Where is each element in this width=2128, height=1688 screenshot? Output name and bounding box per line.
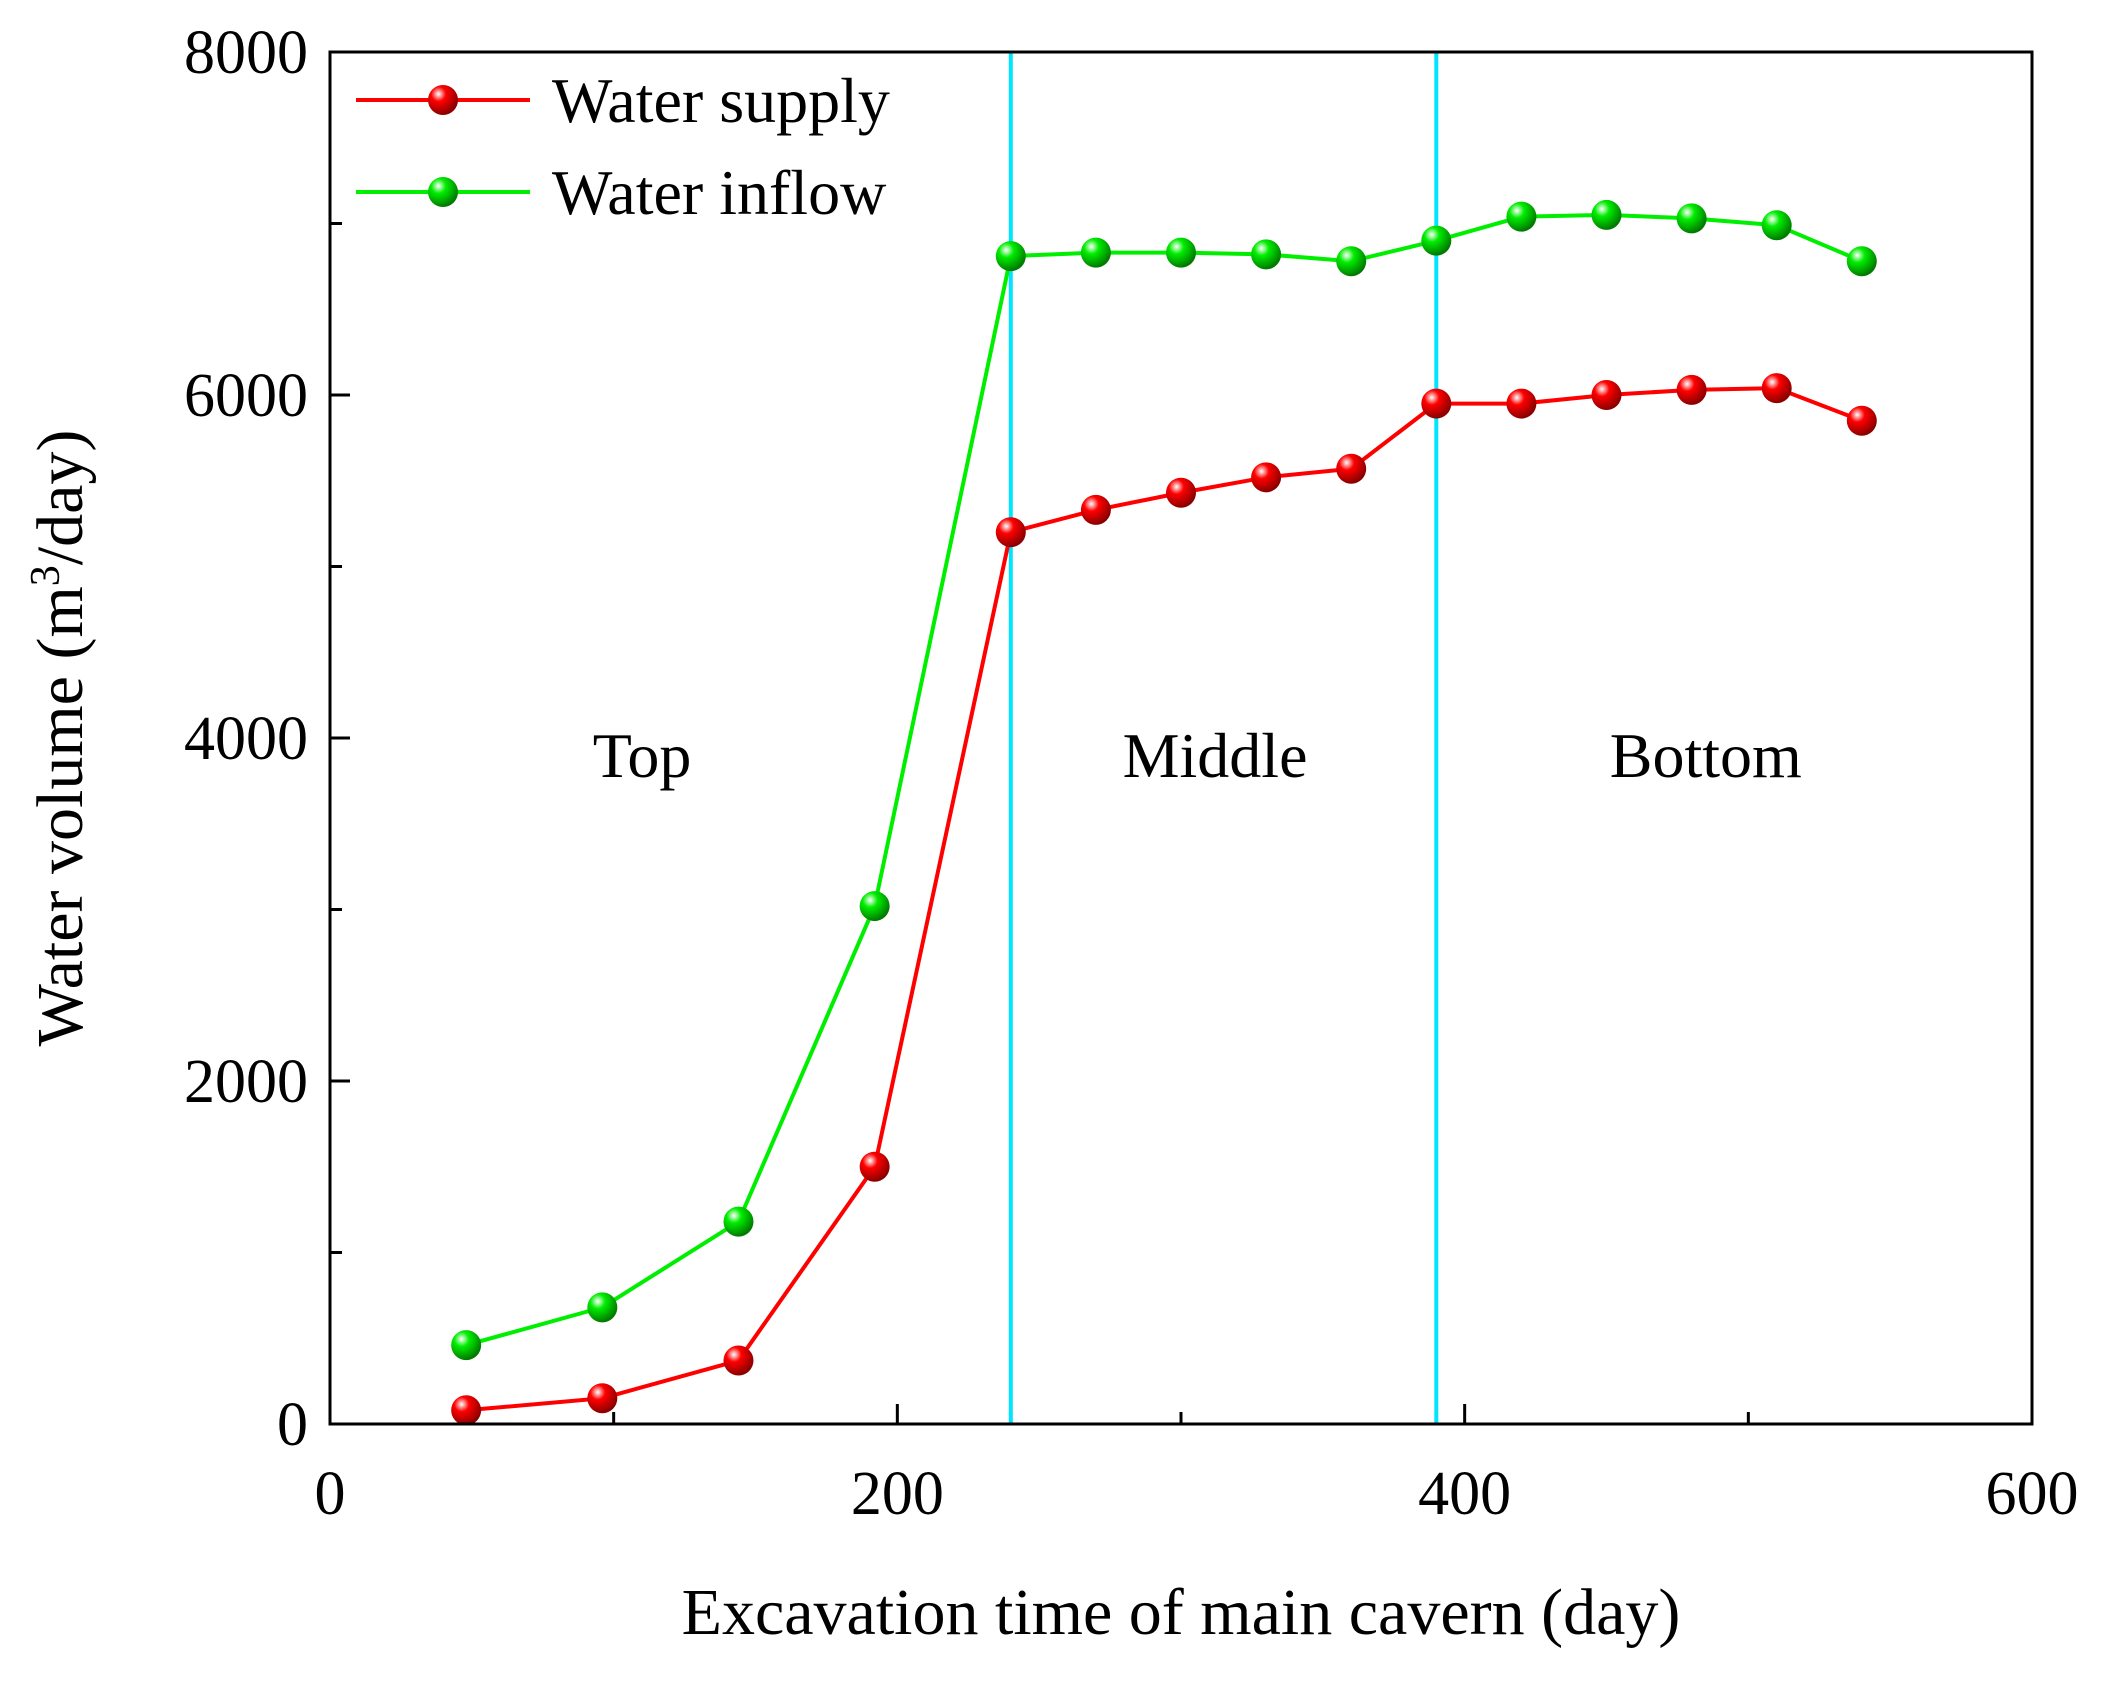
x-axis-title: Excavation time of main cavern (day) (682, 1576, 1681, 1649)
data-point (995, 517, 1026, 548)
data-point (1166, 237, 1196, 268)
data-point (1421, 388, 1452, 419)
region-label: Top (593, 720, 692, 791)
region-label: Bottom (1610, 720, 1802, 791)
legend: Water supply Water inflow (356, 65, 890, 228)
data-point (587, 1383, 618, 1414)
legend-label: Water supply (552, 65, 890, 136)
series-layer (451, 199, 1877, 1426)
x-tick-label: 400 (1418, 1460, 1511, 1528)
y-axis-title-main: Water volume (m (24, 586, 97, 1046)
data-point (1761, 210, 1792, 241)
data-point (451, 1395, 482, 1426)
data-point (1591, 380, 1622, 410)
data-point (859, 891, 890, 922)
data-point (1846, 246, 1877, 277)
data-point (1251, 239, 1282, 270)
legend-marker (428, 177, 458, 207)
region-dividers (1008, 52, 1439, 1424)
y-tick-label: 2000 (184, 1048, 308, 1116)
data-point (1761, 373, 1792, 404)
x-tick-label: 600 (1986, 1460, 2079, 1528)
y-axis-title-superscript: 3 (23, 565, 69, 586)
data-point (995, 241, 1026, 272)
y-tick-label: 8000 (184, 19, 308, 87)
data-point (1421, 225, 1452, 256)
series-line (465, 386, 1863, 1413)
data-point (1251, 462, 1282, 493)
y-tick-label: 6000 (184, 362, 308, 430)
data-point (723, 1206, 754, 1237)
data-point (1591, 199, 1622, 230)
data-point (1506, 201, 1537, 232)
data-point (451, 1330, 482, 1361)
data-point (1336, 246, 1367, 277)
x-tick-label: 200 (851, 1460, 944, 1528)
data-point (1166, 477, 1196, 508)
data-point (587, 1292, 618, 1323)
data-point (1080, 494, 1111, 525)
data-point (1336, 453, 1367, 484)
y-tick-label: 0 (277, 1391, 308, 1459)
data-point (1846, 405, 1877, 436)
region-label: Middle (1123, 720, 1308, 791)
y-axis-title-end: /day) (24, 430, 97, 566)
data-point (1506, 388, 1537, 419)
legend-marker (428, 85, 458, 115)
data-point (1676, 374, 1707, 405)
legend-label: Water inflow (552, 157, 886, 228)
data-point (1676, 203, 1707, 234)
region-labels: Top Middle Bottom (593, 720, 1802, 791)
x-tick-label: 0 (315, 1460, 346, 1528)
data-point (723, 1345, 754, 1376)
y-axis-title: Water volume (m3/day) (23, 430, 97, 1047)
data-point (1080, 237, 1111, 268)
data-point (859, 1151, 890, 1182)
y-tick-label: 4000 (184, 705, 308, 773)
